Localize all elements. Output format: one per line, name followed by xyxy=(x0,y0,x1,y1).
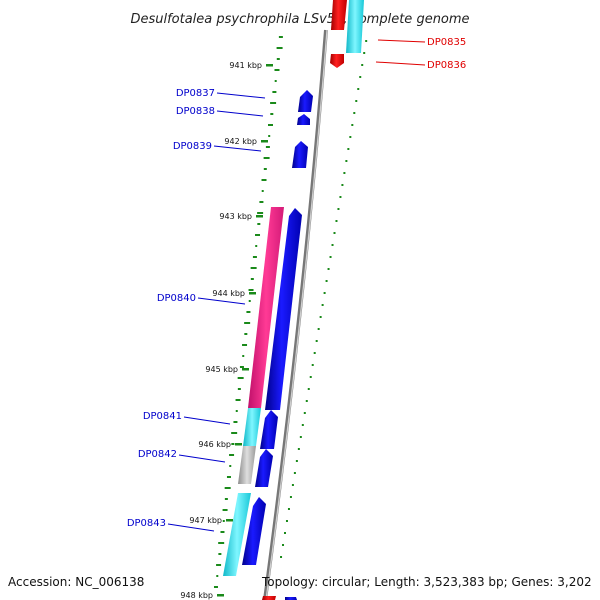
cog-bar-dp0840 xyxy=(248,207,284,408)
kbp-tick xyxy=(226,519,233,522)
accession-text: Accession: NC_006138 xyxy=(8,575,145,589)
kbp-tick xyxy=(242,368,249,371)
gene-dp0840 xyxy=(265,208,302,410)
gene-dp0837 xyxy=(298,90,313,112)
gene-dp0835 xyxy=(331,0,347,30)
gene-leader-line xyxy=(167,523,215,532)
topology-text: Topology: circular; Length: 3,523,383 bp… xyxy=(262,575,592,589)
kbp-tick-label: 942 kbp xyxy=(224,137,257,146)
gene-leader-line xyxy=(216,92,266,99)
gene-label-dp0836: DP0836 xyxy=(427,60,466,71)
gene-dp0841 xyxy=(260,410,278,449)
gene-leader-line xyxy=(178,454,226,463)
gc-track-inner xyxy=(213,36,283,588)
plus-strand-track xyxy=(242,90,313,600)
kbp-tick-label: 945 kbp xyxy=(205,365,238,374)
gene-leader-line xyxy=(375,61,426,66)
gene-leader-line xyxy=(216,110,264,117)
kbp-tick xyxy=(261,140,268,143)
gene-label-dp0837: DP0837 xyxy=(176,88,215,99)
gc-track-outer xyxy=(280,40,368,558)
gene-leader-line xyxy=(377,39,426,43)
kbp-tick-label: 947 kbp xyxy=(189,516,222,525)
cog-bar-dp0842 xyxy=(238,446,256,484)
kbp-tick-label: 946 kbp xyxy=(198,440,231,449)
kbp-tick-label: 944 kbp xyxy=(212,289,245,298)
gene-leader-line xyxy=(213,145,262,152)
gene-dp0838 xyxy=(297,114,310,125)
cog-bar-dp0843 xyxy=(223,493,251,576)
kbp-tick xyxy=(217,594,224,597)
gene-label-dp0839: DP0839 xyxy=(173,141,212,152)
genome-backbone xyxy=(263,29,328,600)
gene-label-dp0842: DP0842 xyxy=(138,449,177,460)
kbp-tick xyxy=(249,292,256,295)
map-title: Desulfotalea psychrophila LSv54, complet… xyxy=(130,12,469,27)
gene-dp0839 xyxy=(292,141,308,168)
kbp-tick-label: 948 kbp xyxy=(180,591,213,600)
gene-label-dp0841: DP0841 xyxy=(143,411,182,422)
gene-dp0843 xyxy=(242,497,266,565)
gene-dp0842 xyxy=(255,449,273,487)
cog-bar-dp0841 xyxy=(243,408,261,446)
cog-bar-dp0835 xyxy=(346,0,364,53)
kbp-tick xyxy=(256,215,263,218)
kbp-tick-label: 943 kbp xyxy=(219,212,252,221)
gene-label-dp0840: DP0840 xyxy=(157,293,196,304)
minus-strand-track xyxy=(330,0,347,68)
gene-labels: DP0835 DP0836 DP0837 DP0838 DP0839 DP0840 DP08… xyxy=(127,37,466,532)
kbp-tick xyxy=(266,64,273,67)
gene-leader-line xyxy=(183,416,231,425)
gene-label-dp0835: DP0835 xyxy=(427,37,466,48)
kbp-tick xyxy=(235,443,242,446)
gene-leader-line xyxy=(197,297,246,305)
gene-dp0836 xyxy=(330,54,344,68)
cog-track xyxy=(223,0,364,600)
gene-label-dp0838: DP0838 xyxy=(176,106,215,117)
kbp-scale: 941 kbp 942 kbp 943 kbp 944 kbp 945 kbp 946 k… xyxy=(180,61,273,600)
gene-label-dp0843: DP0843 xyxy=(127,518,166,529)
kbp-tick-label: 941 kbp xyxy=(229,61,262,70)
